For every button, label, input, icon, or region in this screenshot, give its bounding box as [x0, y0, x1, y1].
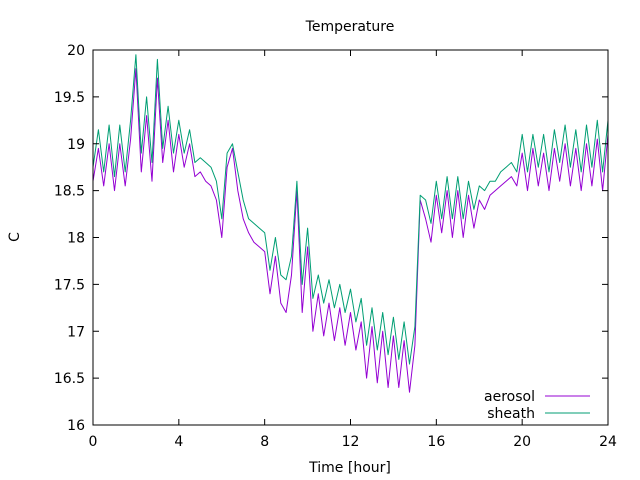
chart-title: Temperature: [305, 19, 395, 35]
x-tick-label-2: 8: [260, 434, 269, 450]
x-tick-label-3: 12: [342, 434, 360, 450]
series-line-sheath: [92, 54, 609, 365]
y-tick-label-8: 20: [67, 43, 85, 59]
x-tick-label-1: 4: [174, 434, 183, 450]
y-tick-label-7: 19.5: [54, 90, 85, 106]
x-tick-label-0: 0: [89, 434, 98, 450]
y-tick-label-4: 18: [67, 231, 85, 247]
y-tick-label-1: 16.5: [54, 371, 85, 387]
y-axis-label: C: [7, 232, 23, 242]
series-line-aerosol: [92, 68, 609, 393]
series-layer: [92, 54, 609, 393]
y-tick-label-6: 19: [67, 137, 85, 153]
y-tick-label-0: 16: [67, 418, 85, 434]
legend-label-sheath: sheath: [487, 406, 535, 422]
plot-border: [92, 49, 609, 426]
y-tick-label-2: 17: [67, 324, 85, 340]
y-tick-label-3: 17.5: [54, 277, 85, 293]
x-tick-label-5: 20: [513, 434, 531, 450]
x-tick-label-4: 16: [427, 434, 445, 450]
x-tick-label-6: 24: [599, 434, 617, 450]
legend: aerosol sheath: [484, 389, 590, 422]
y-tick-label-5: 18.5: [54, 184, 85, 200]
x-axis-label: Time [hour]: [308, 460, 391, 476]
legend-label-aerosol: aerosol: [484, 389, 535, 405]
